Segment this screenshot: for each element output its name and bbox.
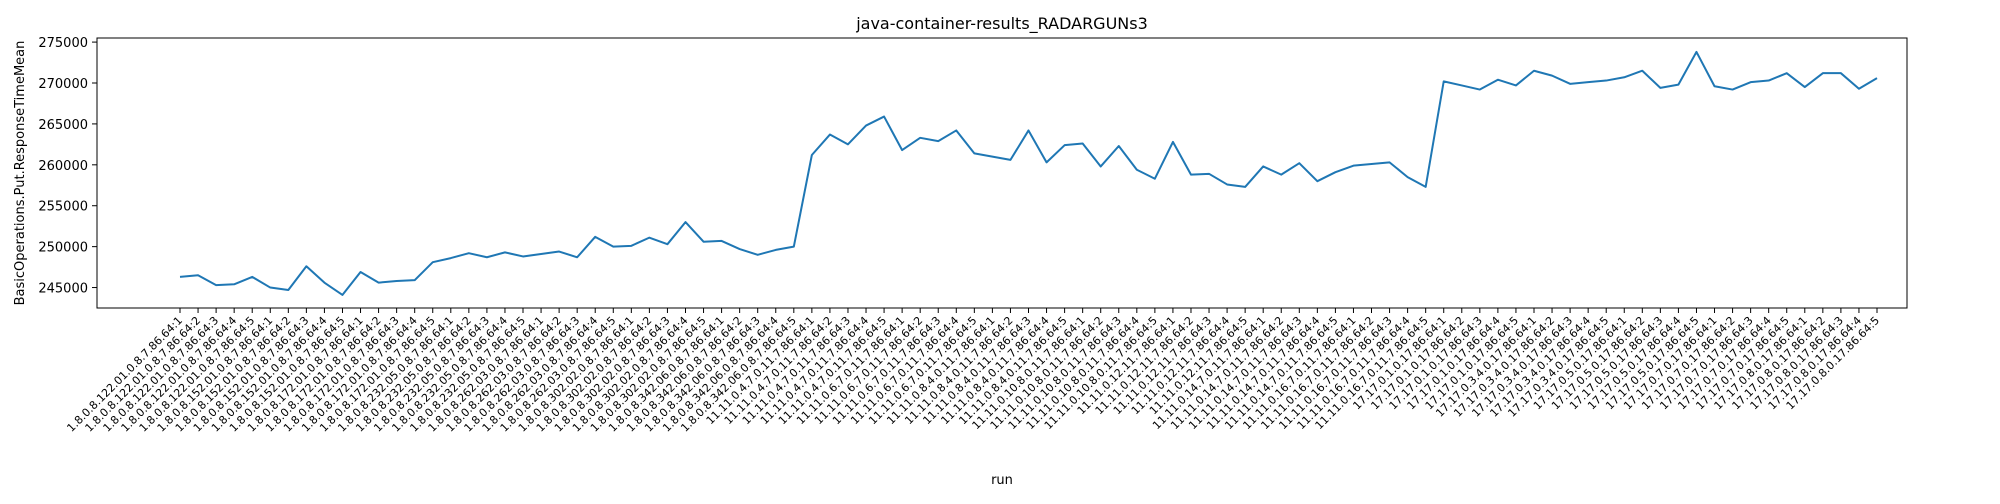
chart-title: java-container-results_RADARGUNs3	[855, 14, 1148, 34]
y-tick-label: 275000	[38, 36, 88, 51]
plot-frame	[96, 37, 1908, 309]
y-axis: 245000 250000 255000 260000 265000 270000 2750…	[38, 36, 97, 297]
series-line	[179, 50, 1878, 296]
y-tick-label: 265000	[38, 118, 88, 133]
y-tick-label: 250000	[38, 241, 88, 256]
y-tick-label: 260000	[38, 159, 88, 174]
x-axis-label: run	[991, 473, 1013, 488]
series	[179, 50, 1878, 296]
x-axis: 1.8.0.8.122.01.0.8.7.86.64:11.8.0.8.122.…	[64, 308, 1882, 435]
y-tick-label: 245000	[38, 282, 88, 297]
y-axis-label: BasicOperations.Put.ResponseTimeMean	[13, 41, 28, 306]
y-tick-label: 270000	[38, 77, 88, 92]
y-tick-label: 255000	[38, 200, 88, 215]
